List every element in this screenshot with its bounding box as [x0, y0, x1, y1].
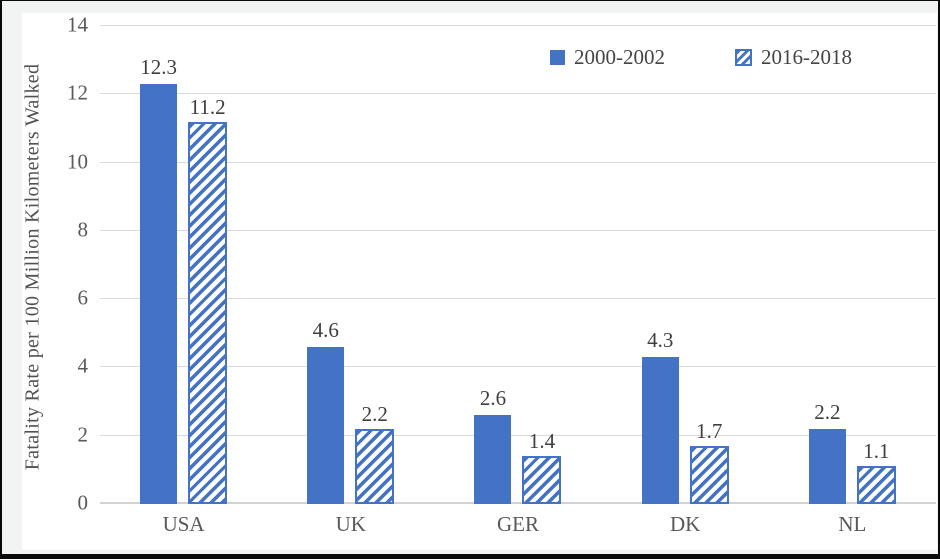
y-tick-label: 14 [67, 12, 88, 37]
gridline [100, 93, 936, 95]
value-label: 12.3 [140, 55, 177, 80]
gridline [100, 366, 936, 368]
value-label: 1.1 [863, 439, 890, 464]
hatched-bar-usa: 11.2 [188, 95, 228, 504]
hatched-bar-dk: 1.7 [689, 419, 729, 504]
x-category-label-nl: NL [838, 512, 867, 536]
gridline [100, 161, 936, 163]
gridline [100, 434, 936, 436]
bar-group-uk: 4.6 2.2 [267, 26, 434, 504]
hatched-bar-ger: 1.4 [522, 429, 562, 504]
legend-label: 2016-2018 [761, 45, 852, 69]
x-category-label-ger: GER [496, 512, 539, 536]
hatched-bar-nl: 1.1 [856, 439, 896, 504]
solid-bar-nl: 2.2 [808, 400, 846, 504]
bar-group-nl: 2.2 1.1 [769, 26, 936, 504]
bar-group-dk: 4.3 1.7 [602, 26, 769, 504]
solid-bar-uk: 4.6 [307, 318, 345, 504]
y-axis-title: Fatality Rate per 100 Million Kilometers… [21, 63, 44, 471]
value-label: 11.2 [189, 94, 226, 119]
gridline [100, 229, 936, 231]
value-label: 4.3 [647, 328, 674, 353]
legend-item-2016-2018: 2016-2018 [735, 45, 852, 70]
solid-bar-ger: 2.6 [474, 386, 512, 504]
value-label: 1.7 [696, 418, 723, 443]
hatched-series-swatch-icon [735, 49, 752, 66]
solid-bar-dk: 4.3 [641, 328, 679, 504]
y-tick-label: 2 [77, 421, 89, 446]
value-label: 2.2 [361, 401, 388, 426]
y-tick-label: 12 [67, 80, 88, 105]
legend-label: 2000-2002 [574, 45, 665, 69]
bar-group-usa: 12.3 11.2 [100, 26, 267, 504]
x-category-label-usa: USA [162, 512, 205, 536]
x-category-label-dk: DK [670, 512, 701, 536]
x-axis-line [100, 502, 936, 504]
y-tick-label: 8 [77, 217, 89, 242]
x-category-label-uk: UK [335, 512, 366, 536]
legend: 2000-2002 2016-2018 [550, 45, 852, 70]
y-tick-label: 6 [77, 285, 89, 310]
legend-item-2000-2002: 2000-2002 [550, 45, 665, 70]
y-tick-label: 0 [77, 490, 89, 515]
bar-group-ger: 2.6 1.4 [434, 26, 601, 504]
x-axis-category-labels: USA UK GER DK NL [100, 512, 936, 544]
gridline [100, 25, 936, 26]
value-label: 1.4 [528, 429, 556, 454]
y-axis-ticks: 0 2 4 6 8 10 12 14 [48, 12, 89, 514]
value-label: 2.6 [479, 386, 507, 411]
value-label: 4.6 [312, 317, 339, 342]
value-label: 2.2 [814, 399, 841, 424]
solid-series-swatch-icon [550, 50, 565, 65]
hatched-bar-uk: 2.2 [355, 402, 395, 504]
y-tick-label: 10 [67, 148, 88, 173]
y-tick-label: 4 [77, 353, 89, 378]
solid-bar-usa: 12.3 [140, 55, 178, 504]
plot-area: 12.3 11.2 4.6 2.2 2.6 1.4 4.3 1.7 2.2 1.1 [100, 25, 936, 504]
gridline [100, 298, 936, 300]
